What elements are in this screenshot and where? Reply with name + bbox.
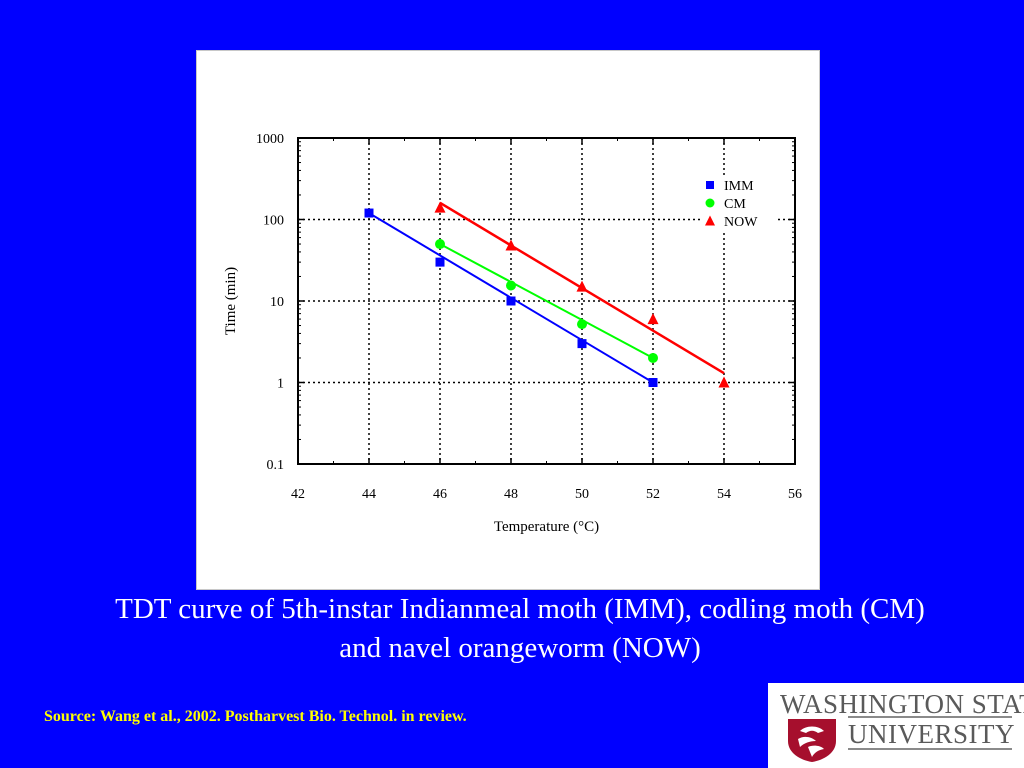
data-point-now [718,376,730,388]
legend-label-cm: CM [724,197,746,212]
chart-panel: 42 44 46 48 50 52 54 56 0.1 1 10 100 1000 Temperature… [196,50,820,590]
x-tick-label: 48 [504,487,518,502]
cougar-shield-icon [788,719,836,762]
data-point-cm [648,352,658,363]
x-tick-label: 46 [433,487,447,502]
y-tick-label: 0.1 [267,458,285,473]
data-point-imm [506,296,516,306]
source-citation: Source: Wang et al., 2002. Postharvest B… [44,708,467,725]
tdt-chart: 42 44 46 48 50 52 54 56 0.1 1 10 100 1000 Temperature… [223,132,802,535]
legend-marker-cm [705,198,715,208]
x-tick-label: 42 [291,487,305,502]
data-point-now [505,239,517,251]
y-tick-label: 1 [277,377,284,392]
y-tick-label: 10 [270,295,284,310]
legend-label-imm: IMM [724,179,754,194]
legend-marker-now [705,215,715,226]
data-point-imm [577,339,587,349]
data-point-imm [648,378,658,387]
wsu-logo: WASHINGTON STATE UNIVERSITY [768,683,1024,768]
legend-marker-imm [706,181,714,189]
x-tick-label: 54 [717,487,731,502]
fit-line-cm [439,243,654,359]
y-tick-label: 100 [263,214,284,229]
slide-caption: TDT curve of 5th-instar Indianmeal moth … [115,593,925,664]
y-axis-label: Time (min) [223,267,239,335]
data-point-now [576,280,588,292]
x-tick-label: 52 [646,487,660,502]
legend-label-now: NOW [724,215,758,230]
x-tick-label: 44 [362,487,376,502]
data-point-imm [364,208,374,218]
data-point-now [647,313,659,325]
x-axis-label: Temperature (°C) [494,519,599,535]
logo-line-1: WASHINGTON STATE [780,689,1024,719]
x-tick-label: 50 [575,487,589,502]
data-point-cm [435,239,445,250]
data-point-cm [577,319,587,330]
logo-rule [848,716,1012,718]
data-point-now [434,201,446,213]
logo-line-2: UNIVERSITY [848,719,1015,749]
logo-rule-bottom [848,748,1012,750]
y-tick-label: 1000 [256,132,284,147]
data-point-imm [435,257,445,267]
data-point-cm [506,280,516,291]
x-tick-label: 56 [788,487,802,502]
